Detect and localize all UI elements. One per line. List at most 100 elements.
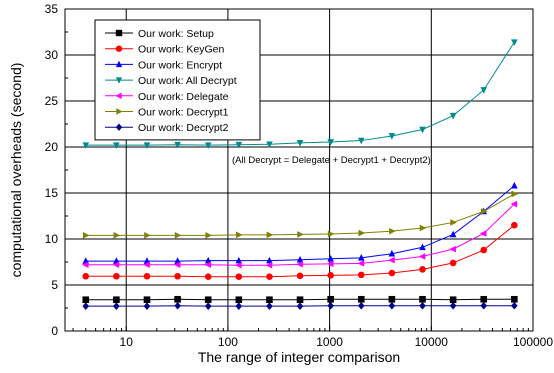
series-line <box>85 193 515 236</box>
data-point-marker <box>115 77 123 84</box>
data-point-marker <box>204 273 212 281</box>
data-point-marker <box>113 142 120 149</box>
data-point-marker <box>113 302 120 310</box>
data-point-marker <box>388 295 396 303</box>
data-point-marker <box>81 261 89 269</box>
data-point-marker <box>479 230 487 237</box>
x-tick-label: 100000 <box>513 335 553 349</box>
data-point-marker <box>113 296 120 304</box>
data-point-marker <box>327 272 334 279</box>
y-tick-label: 5 <box>51 278 58 292</box>
data-point-marker <box>511 39 518 46</box>
series-layer <box>81 39 519 310</box>
data-point-marker <box>113 272 120 280</box>
data-point-marker <box>82 232 90 239</box>
y-tick-label: 15 <box>45 186 59 200</box>
y-tick-label: 30 <box>45 48 59 62</box>
data-point-marker <box>480 246 488 254</box>
y-tick-label: 25 <box>45 94 59 108</box>
data-point-marker <box>388 301 396 310</box>
y-tick-label: 0 <box>51 324 58 338</box>
data-point-marker <box>449 259 457 267</box>
data-point-marker <box>296 272 304 280</box>
x-tick-label: 1000 <box>316 335 343 349</box>
data-point-marker <box>174 232 182 239</box>
data-point-marker <box>327 139 334 146</box>
data-point-marker <box>388 133 396 140</box>
data-point-marker <box>235 141 243 149</box>
data-point-marker <box>357 137 365 145</box>
data-point-marker <box>204 302 212 310</box>
data-point-marker <box>449 296 457 304</box>
y-tick-label: 10 <box>45 232 59 246</box>
legend-label: Our work: Decrypt1 <box>138 107 229 119</box>
data-point-marker <box>358 229 366 237</box>
legend-label: Our work: All Decrypt <box>138 75 237 87</box>
data-point-marker <box>357 260 365 267</box>
legend-entry: Our work: Delegate <box>105 91 229 103</box>
data-point-marker <box>266 302 273 310</box>
data-point-marker <box>511 295 518 303</box>
legend-entry: Our work: All Decrypt <box>105 75 237 87</box>
x-tick-label: 10000 <box>415 335 449 349</box>
data-point-marker <box>236 231 243 239</box>
y-tick-label: 20 <box>45 140 59 154</box>
data-point-marker <box>480 87 488 94</box>
data-point-marker <box>204 142 212 149</box>
data-point-marker <box>143 142 151 149</box>
data-point-marker <box>266 231 274 239</box>
data-point-marker <box>388 269 396 277</box>
data-point-marker <box>388 249 396 257</box>
series-our-work-keygen <box>82 221 518 281</box>
data-point-marker <box>235 256 243 264</box>
data-point-marker <box>449 112 457 120</box>
legend-entry: Our work: Decrypt1 <box>105 107 229 119</box>
x-tick-label: 100 <box>218 335 238 349</box>
data-point-marker <box>419 295 426 303</box>
data-point-marker <box>143 302 151 310</box>
data-point-marker <box>266 256 273 264</box>
data-point-marker <box>235 261 242 269</box>
data-point-marker <box>143 261 150 269</box>
data-point-marker <box>266 273 273 281</box>
data-point-marker <box>113 232 121 239</box>
data-point-marker <box>511 190 519 198</box>
data-point-marker <box>419 266 426 273</box>
data-point-marker <box>204 261 212 269</box>
data-point-marker <box>115 29 123 37</box>
data-point-marker <box>327 254 334 262</box>
data-point-marker <box>116 108 123 115</box>
legend-label: Our work: Encrypt <box>138 59 222 71</box>
y-tick-label: 35 <box>45 2 59 16</box>
data-point-marker <box>389 227 396 235</box>
data-point-marker <box>326 260 334 268</box>
data-point-marker <box>419 243 426 251</box>
data-point-marker <box>235 273 243 281</box>
data-point-marker <box>296 255 304 263</box>
legend-label: Our work: Decrypt2 <box>138 122 229 134</box>
data-point-marker <box>327 301 334 310</box>
data-point-marker <box>82 142 90 149</box>
data-point-marker <box>112 261 120 269</box>
data-point-marker <box>82 302 90 310</box>
data-point-marker <box>296 261 303 268</box>
legend-entry: Our work: Setup <box>105 28 214 40</box>
data-point-marker <box>449 245 456 253</box>
data-point-marker <box>266 141 273 149</box>
data-point-marker <box>82 272 90 280</box>
series-our-work-delegate <box>81 200 518 269</box>
data-point-marker <box>144 232 151 239</box>
series-our-work-all-decrypt <box>82 39 518 149</box>
annotation-text: (All Decrypt = Delegate + Decrypt1 + Dec… <box>232 155 431 166</box>
data-point-marker <box>297 231 304 238</box>
data-point-marker <box>205 232 213 239</box>
data-point-marker <box>357 254 365 261</box>
data-point-marker <box>204 296 212 304</box>
data-point-marker <box>357 301 365 310</box>
ticks: 10 100 1000 10000 100000 0 5 10 15 20 25 30 35 <box>45 2 554 349</box>
data-point-marker <box>204 256 212 264</box>
data-point-marker <box>450 219 457 226</box>
data-point-marker <box>419 126 426 134</box>
data-point-marker <box>265 261 273 269</box>
